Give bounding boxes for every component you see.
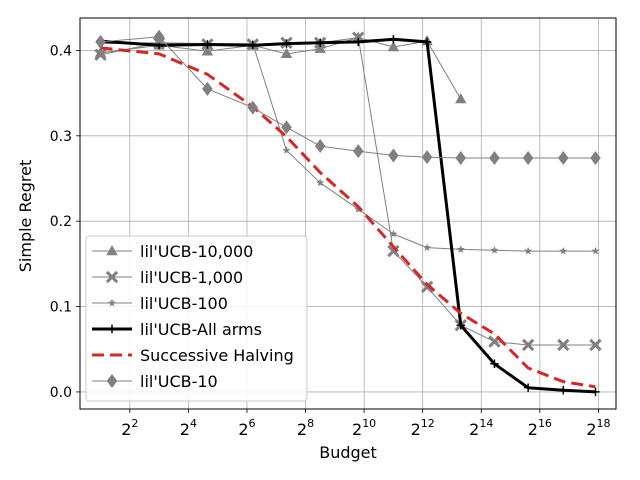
- data-point: [314, 42, 326, 53]
- data-point: [201, 45, 214, 56]
- data-point: [106, 374, 118, 388]
- legend-entry: lil'UCB-100: [92, 294, 228, 313]
- data-point: [387, 244, 400, 258]
- legend-label: Successive Halving: [140, 346, 294, 365]
- data-point: [559, 386, 568, 395]
- series-line: [100, 37, 596, 394]
- legend-label: lil'UCB-All arms: [140, 320, 262, 339]
- data-point: [389, 35, 398, 44]
- data-point: [94, 47, 107, 58]
- series-line: [100, 42, 596, 252]
- data-point: [105, 270, 119, 284]
- data-point: [203, 40, 212, 49]
- data-point: [281, 120, 292, 135]
- data-point: [353, 144, 364, 159]
- series-0: [94, 31, 467, 104]
- data-point: [456, 321, 465, 330]
- y-tick-label: 0.2: [50, 214, 72, 230]
- y-tick-label: 0.4: [50, 43, 72, 59]
- data-point: [423, 243, 432, 251]
- data-point: [282, 146, 291, 154]
- legend: lil'UCB-10,000 lil'UCB-1,000 lil'UCB-100 li…: [85, 235, 308, 402]
- legend-entry: lil'UCB-10,000: [92, 242, 253, 261]
- legend-label: lil'UCB-100: [140, 294, 228, 313]
- legend-label: lil'UCB-10: [140, 372, 218, 391]
- data-point: [315, 38, 325, 47]
- x-tick-label: 216: [528, 417, 552, 439]
- legend-label: lil'UCB-1,000: [140, 268, 243, 287]
- series-2: [96, 38, 600, 255]
- data-point: [521, 338, 535, 352]
- data-point: [389, 229, 398, 238]
- data-point: [524, 246, 533, 255]
- data-point: [558, 151, 569, 166]
- data-point: [387, 41, 400, 52]
- data-point: [591, 246, 600, 255]
- data-point: [455, 93, 467, 104]
- x-tick-label: 28: [297, 417, 314, 439]
- x-tick-label: 212: [411, 417, 435, 439]
- data-point: [354, 37, 363, 47]
- y-axis-ticks: 0.0 0.1 0.2 0.3 0.4: [50, 43, 80, 401]
- series-line: [100, 36, 596, 159]
- x-tick-label: 24: [180, 417, 197, 439]
- x-tick-label: 218: [586, 417, 610, 439]
- y-axis-label: Simple Regret: [16, 160, 35, 272]
- data-point: [420, 280, 434, 294]
- y-tick-label: 0.1: [50, 300, 72, 316]
- plot-frame: [79, 17, 617, 410]
- x-axis-label: Budget: [319, 443, 377, 462]
- data-point: [108, 298, 116, 307]
- legend-entry: lil'UCB-All arms: [92, 320, 262, 339]
- data-point: [280, 47, 293, 59]
- data-point: [388, 148, 399, 163]
- series-3: [96, 35, 600, 397]
- data-point: [522, 151, 534, 166]
- data-point: [559, 246, 568, 255]
- series-line: [100, 37, 462, 100]
- data-point: [489, 151, 500, 166]
- data-point: [490, 359, 499, 368]
- data-point: [282, 39, 291, 48]
- x-tick-label: 210: [352, 417, 376, 439]
- x-tick-label: 214: [469, 417, 493, 439]
- data-point: [591, 387, 600, 397]
- legend-entry: Successive Halving: [92, 346, 294, 365]
- series-line: [100, 46, 596, 389]
- y-tick-label: 0.0: [50, 385, 72, 401]
- series-4: [100, 46, 596, 389]
- x-tick-label: 22: [121, 417, 138, 439]
- legend-entry: lil'UCB-10: [92, 372, 218, 391]
- series-5: [95, 29, 601, 166]
- data-point: [490, 246, 499, 254]
- data-point: [95, 34, 106, 49]
- data-point: [106, 245, 118, 256]
- data-point: [422, 37, 432, 47]
- y-tick-label: 0.3: [50, 129, 72, 145]
- data-point: [153, 29, 165, 44]
- data-point: [248, 41, 258, 50]
- data-point: [421, 150, 433, 165]
- x-axis-ticks: 22 24 26 28 210 212 214 216 218: [121, 409, 611, 439]
- data-point: [94, 48, 107, 61]
- legend-entry: lil'UCB-1,000: [92, 268, 243, 287]
- data-point: [247, 100, 259, 115]
- data-point: [523, 383, 533, 392]
- x-tick-label: 26: [238, 417, 255, 439]
- data-point: [456, 245, 465, 253]
- legend-label: lil'UCB-10,000: [140, 242, 253, 261]
- data-point: [455, 151, 467, 166]
- data-point: [590, 151, 601, 166]
- legend-box: [85, 235, 308, 402]
- data-point: [107, 324, 117, 334]
- series-layer: [94, 29, 602, 397]
- data-point: [589, 338, 602, 352]
- data-point: [202, 81, 213, 96]
- data-point: [557, 338, 570, 352]
- data-point: [314, 139, 326, 154]
- data-point: [316, 178, 325, 187]
